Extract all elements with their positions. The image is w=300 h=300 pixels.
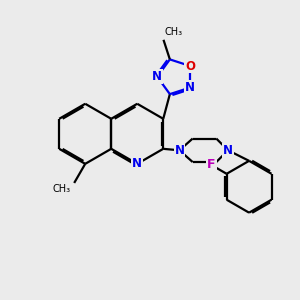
Text: N: N: [152, 70, 162, 83]
Text: N: N: [132, 157, 142, 170]
Text: N: N: [185, 81, 195, 94]
Text: CH₃: CH₃: [52, 184, 70, 194]
Text: N: N: [174, 144, 184, 157]
Text: O: O: [185, 59, 195, 73]
Text: F: F: [207, 158, 216, 172]
Text: N: N: [223, 144, 233, 157]
Text: CH₃: CH₃: [165, 27, 183, 38]
